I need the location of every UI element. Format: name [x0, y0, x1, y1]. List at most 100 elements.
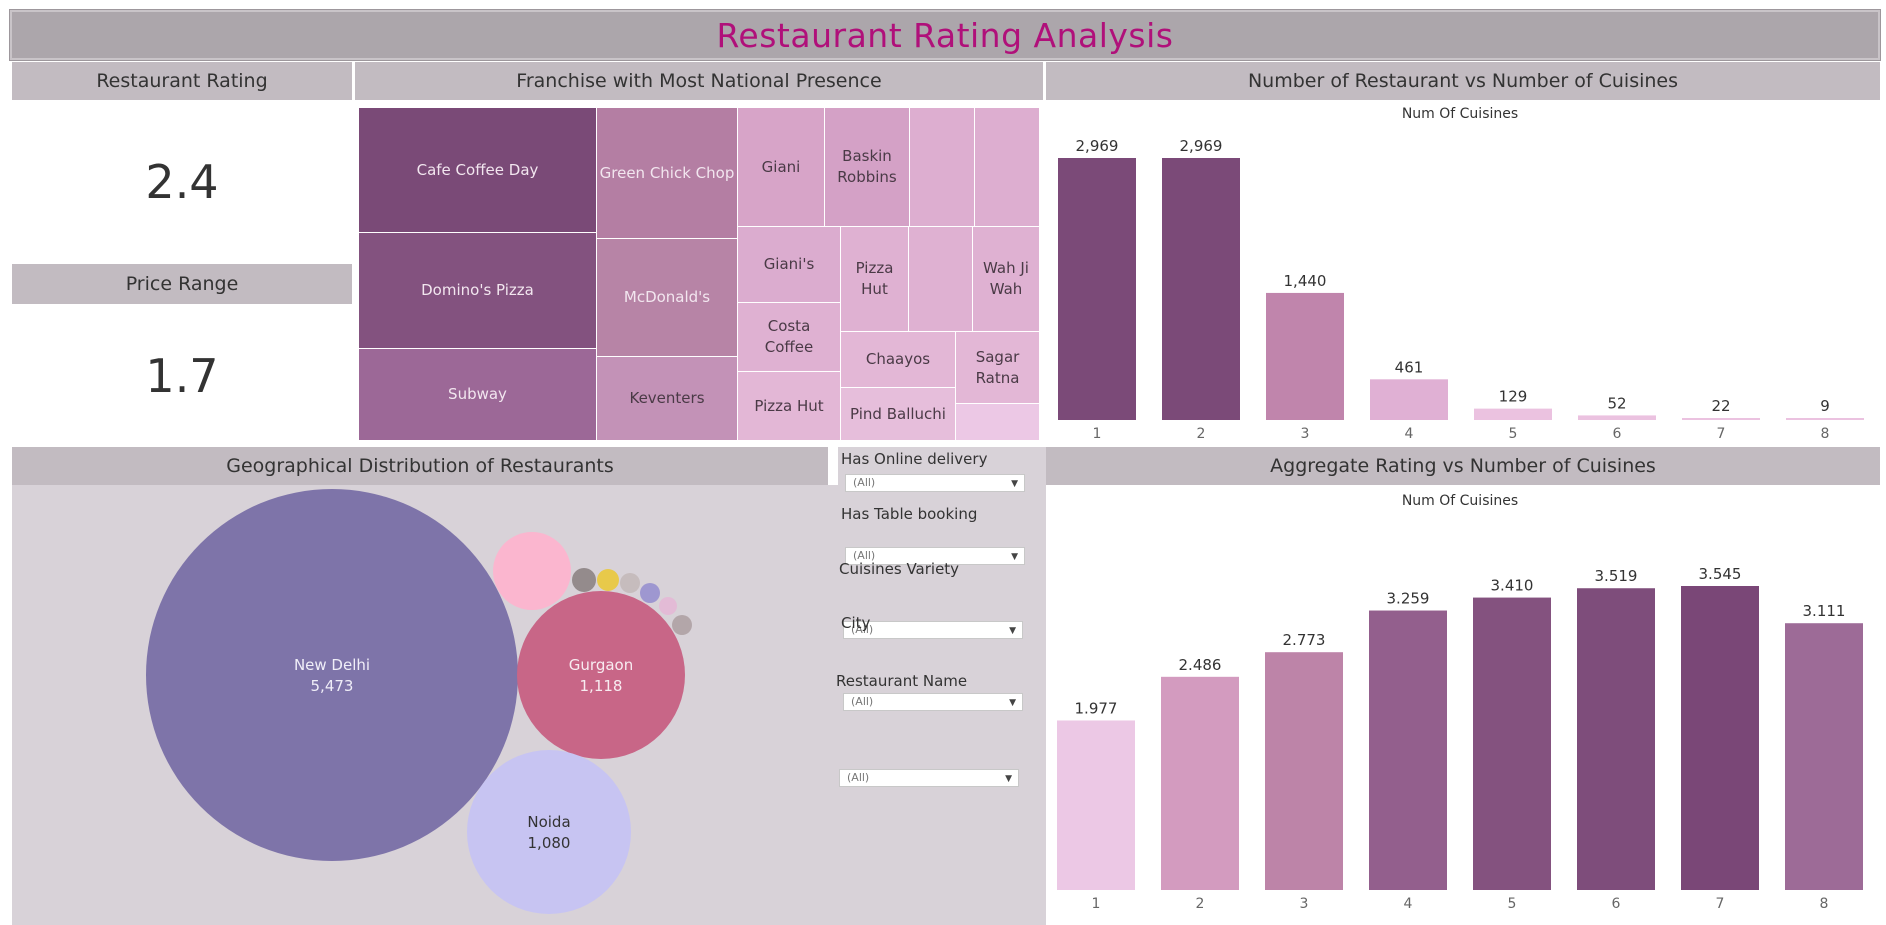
- x-tick-label: 4: [1404, 896, 1413, 912]
- treemap-cell[interactable]: Giani's: [738, 227, 841, 303]
- data-label: 3.545: [1699, 565, 1742, 583]
- treemap-cell[interactable]: Pizza Hut: [841, 227, 909, 332]
- bar[interactable]: [1162, 158, 1240, 420]
- bubble-label-count: 5,473: [311, 677, 354, 695]
- treemap-cell[interactable]: McDonald's: [597, 239, 738, 357]
- price-range-header: Price Range: [12, 264, 352, 304]
- bar[interactable]: [1681, 586, 1759, 890]
- treemap-cell[interactable]: Costa Coffee: [738, 303, 841, 372]
- x-tick-label: 7: [1716, 896, 1725, 912]
- data-label: 2,969: [1076, 137, 1119, 155]
- filter-label: City: [841, 614, 871, 632]
- x-axis-title: Num Of Cuisines: [1402, 106, 1518, 122]
- filter-label: Restaurant Name: [836, 672, 968, 690]
- dropdown-arrow-icon: ▼: [1009, 626, 1016, 636]
- filter-value: (All): [853, 476, 876, 489]
- treemap-cell[interactable]: Subway: [359, 349, 597, 441]
- bar[interactable]: [1369, 610, 1447, 890]
- dashboard-title: Restaurant Rating Analysis: [716, 15, 1174, 55]
- treemap-panel: Cafe Coffee Day Domino's Pizza Subway Gr…: [355, 103, 1043, 445]
- bar[interactable]: [1058, 158, 1136, 420]
- price-range-value: 1.7: [12, 307, 352, 445]
- treemap-cell[interactable]: Domino's Pizza: [359, 233, 597, 349]
- chart2-panel: Num Of Cuisines 1.977 1 2.486 2 2.773 3 3.259 4 3…: [1046, 488, 1880, 916]
- x-tick-label: 3: [1301, 426, 1310, 442]
- treemap-cell[interactable]: Sagar Ratna: [956, 332, 1040, 404]
- bar[interactable]: [1473, 597, 1551, 890]
- filters-panel: Has Online delivery (All) ▼ Has Table boo…: [836, 447, 1046, 925]
- bar[interactable]: [1785, 623, 1863, 890]
- dropdown-arrow-icon: ▼: [1009, 698, 1016, 708]
- filter-value: (All): [853, 549, 876, 562]
- bubble-label-count: 1,118: [580, 677, 623, 695]
- treemap-cell[interactable]: Wah Ji Wah: [973, 227, 1040, 332]
- bar[interactable]: [1474, 408, 1552, 420]
- online-delivery-filter[interactable]: (All) ▼: [845, 474, 1025, 492]
- x-tick-label: 8: [1821, 426, 1830, 442]
- bubble-city[interactable]: [659, 597, 677, 615]
- treemap-cell[interactable]: Keventers: [597, 357, 738, 441]
- bubble-city[interactable]: [620, 573, 640, 593]
- data-label: 2.486: [1179, 656, 1222, 674]
- bubble-gurgaon[interactable]: [517, 591, 685, 759]
- data-label: 9: [1820, 397, 1830, 415]
- treemap-cell[interactable]: [975, 108, 1040, 227]
- bar[interactable]: [1370, 379, 1448, 420]
- x-axis-title: Num Of Cuisines: [1402, 493, 1518, 509]
- bubble-noida[interactable]: [467, 750, 631, 914]
- data-label: 461: [1395, 358, 1424, 376]
- bubble-chart: New Delhi 5,473 Gurgaon 1,118 Noida 1,08…: [146, 489, 692, 914]
- treemap-cell[interactable]: Cafe Coffee Day: [359, 108, 597, 233]
- treemap-cell[interactable]: Baskin Robbins: [825, 108, 910, 227]
- filter-value: (All): [851, 623, 874, 636]
- treemap-cell[interactable]: Pizza Hut: [738, 372, 841, 441]
- filter-value: (All): [851, 695, 874, 708]
- bar[interactable]: [1577, 588, 1655, 890]
- treemap-cell[interactable]: [910, 108, 975, 227]
- rating-header: Restaurant Rating: [12, 62, 352, 100]
- geo-panel: New Delhi 5,473 Gurgaon 1,118 Noida 1,08…: [12, 485, 852, 925]
- bar[interactable]: [1057, 720, 1135, 890]
- x-tick-label: 5: [1509, 426, 1518, 442]
- bubble-label-city: Gurgaon: [569, 656, 633, 674]
- treemap-cell[interactable]: Green Chick Chop: [597, 108, 738, 239]
- treemap-cell[interactable]: [909, 227, 973, 332]
- bubble-city[interactable]: [493, 532, 571, 610]
- bubble-label-city: New Delhi: [294, 656, 370, 674]
- x-tick-label: 6: [1613, 426, 1622, 442]
- x-tick-label: 2: [1197, 426, 1206, 442]
- x-tick-label: 1: [1093, 426, 1102, 442]
- bar[interactable]: [1682, 418, 1760, 420]
- treemap-cell[interactable]: Giani: [738, 108, 825, 227]
- rating-value: 2.4: [12, 103, 352, 261]
- data-label: 3.111: [1803, 602, 1846, 620]
- bubble-city[interactable]: [597, 569, 619, 591]
- bar[interactable]: [1161, 676, 1239, 890]
- bubble-city[interactable]: [672, 615, 692, 635]
- bubble-new-delhi[interactable]: [146, 489, 518, 861]
- bar[interactable]: [1578, 415, 1656, 420]
- chart1-header: Number of Restaurant vs Number of Cuisin…: [1046, 62, 1880, 100]
- treemap-cell[interactable]: Chaayos: [841, 332, 956, 388]
- x-tick-label: 4: [1405, 426, 1414, 442]
- bar[interactable]: [1786, 418, 1864, 420]
- bubble-city[interactable]: [572, 568, 596, 592]
- treemap-cell[interactable]: [956, 404, 1040, 441]
- table-booking-filter[interactable]: (All) ▼: [845, 547, 1025, 565]
- treemap-cell[interactable]: Pind Balluchi: [841, 388, 956, 441]
- geo-header: Geographical Distribution of Restaurants: [12, 447, 828, 485]
- data-label: 2.773: [1283, 631, 1326, 649]
- data-label: 52: [1607, 394, 1626, 412]
- bar[interactable]: [1265, 652, 1343, 890]
- cuisines-variety-filter[interactable]: (All) ▼: [843, 621, 1023, 639]
- bubble-city[interactable]: [640, 583, 660, 603]
- data-label: 3.519: [1595, 567, 1638, 585]
- bubble-label-city: Noida: [527, 813, 570, 831]
- city-filter[interactable]: (All) ▼: [843, 693, 1023, 711]
- x-tick-label: 6: [1612, 896, 1621, 912]
- bar[interactable]: [1266, 292, 1344, 420]
- restaurant-name-filter[interactable]: (All) ▼: [839, 769, 1019, 787]
- data-label: 22: [1711, 397, 1730, 415]
- data-label: 2,969: [1180, 137, 1223, 155]
- bubble-label-count: 1,080: [528, 834, 571, 852]
